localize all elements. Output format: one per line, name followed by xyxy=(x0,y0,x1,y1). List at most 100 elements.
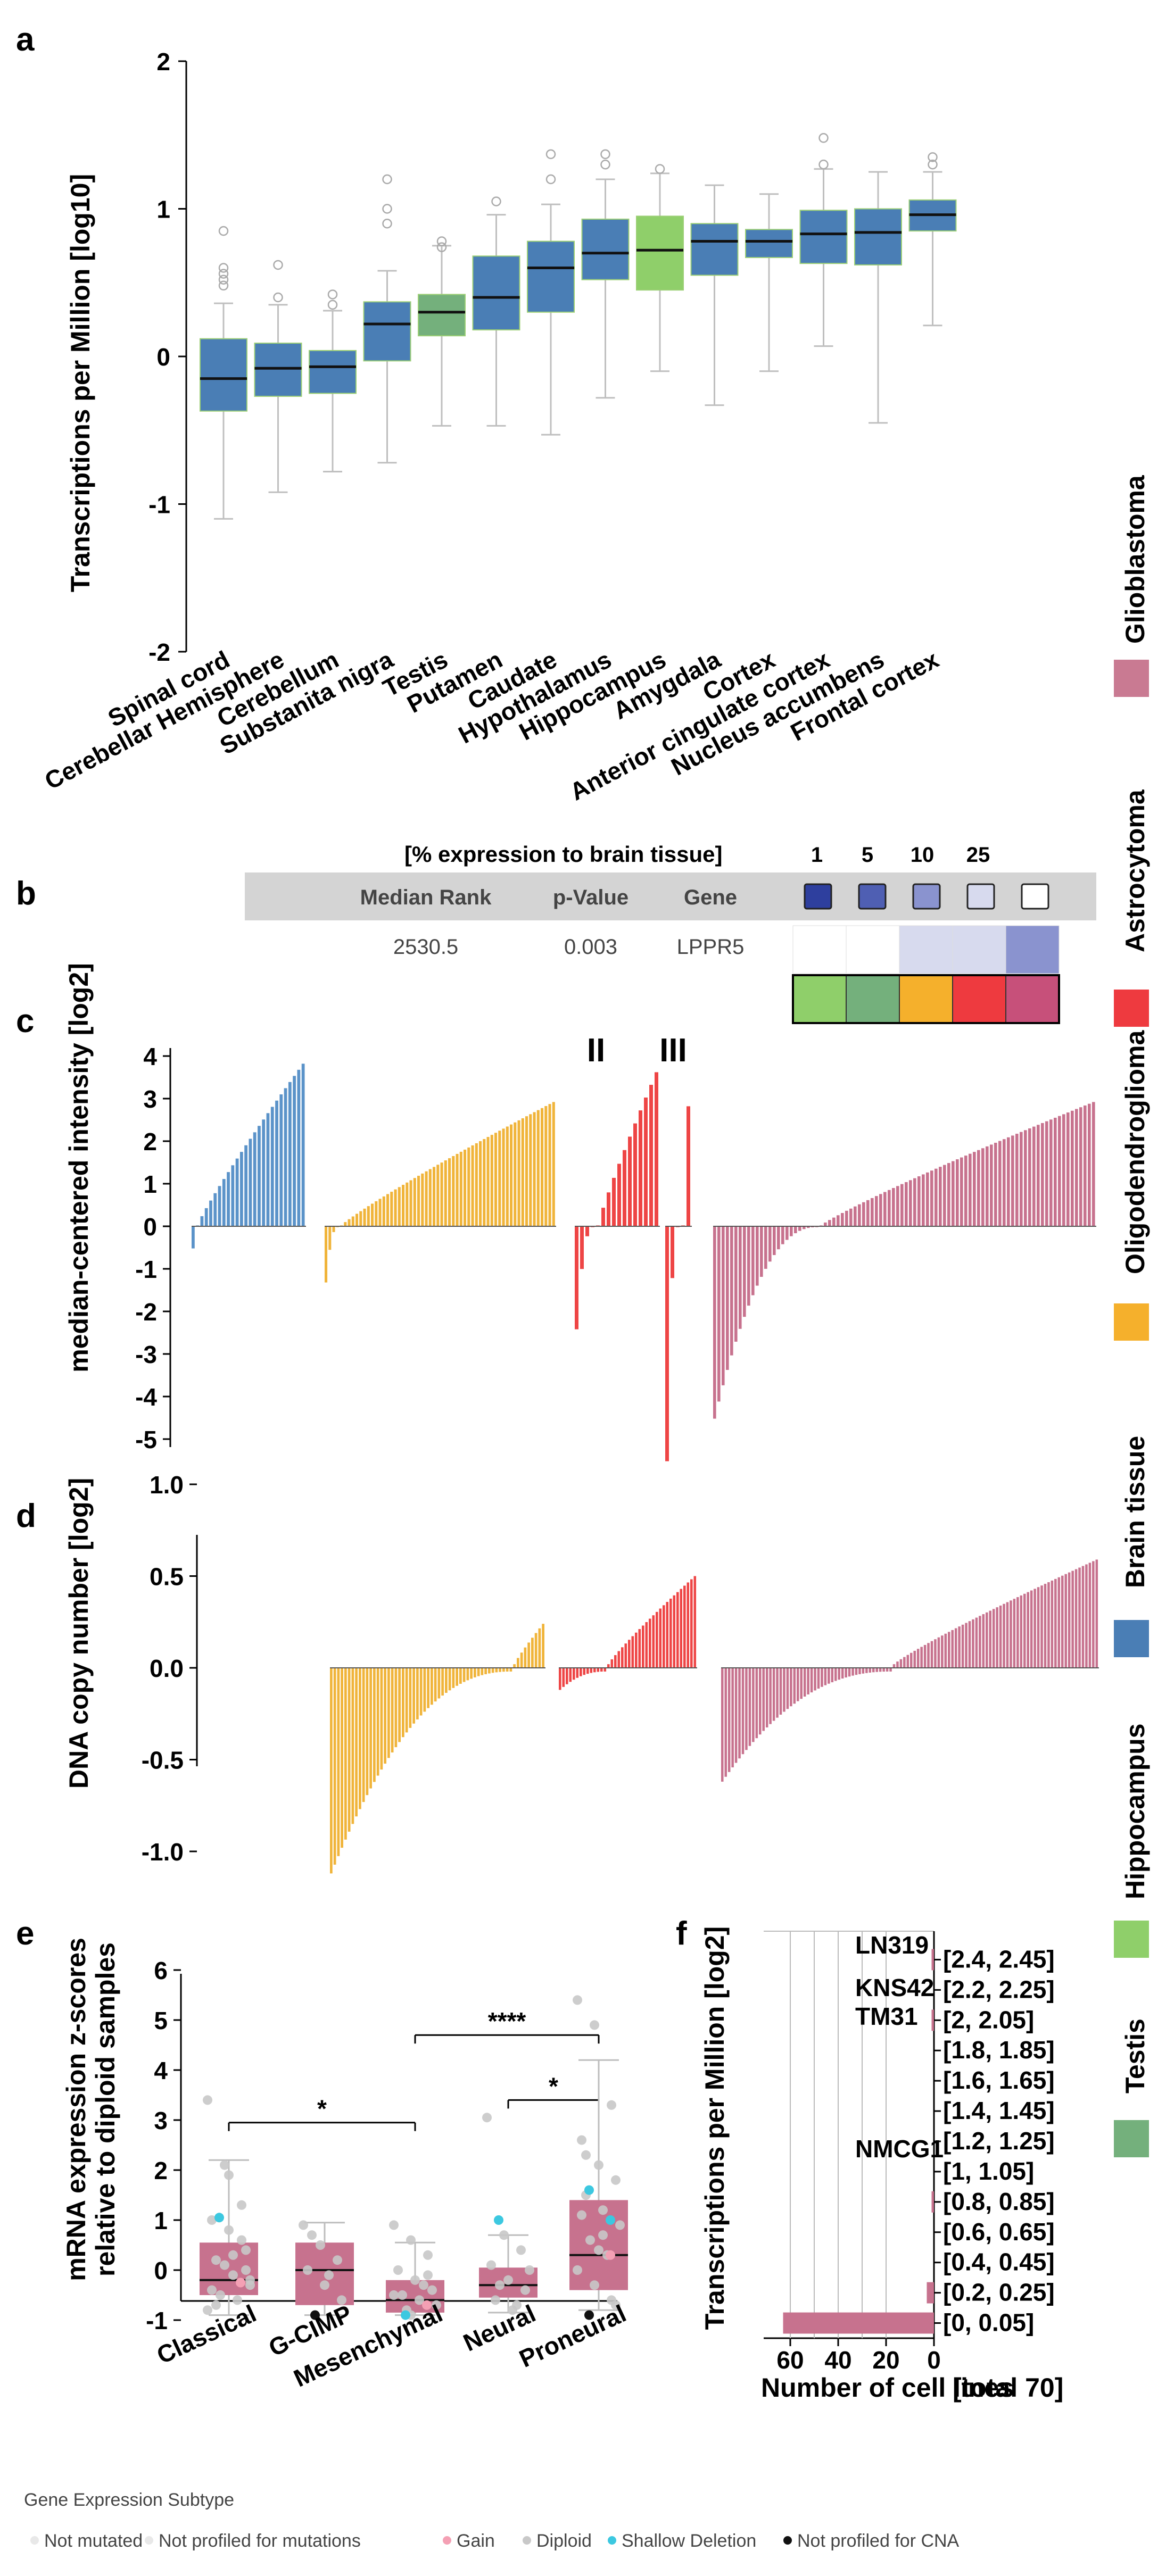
heat-row-border xyxy=(792,974,1060,1024)
panel-b-table: [% expression to brain tissue] 1 5 10 25 Me… xyxy=(245,842,1096,1024)
panel-d-bar xyxy=(673,1595,676,1668)
panel-c-bar xyxy=(585,1226,589,1236)
panel-d-bar xyxy=(373,1668,376,1782)
panel-c-bar xyxy=(998,1141,1002,1226)
panel-d-bar xyxy=(603,1668,607,1672)
panel-c-bar xyxy=(533,1112,536,1226)
panel-c-ytick-label: -2 xyxy=(135,1298,157,1326)
panel-d-bar xyxy=(690,1579,693,1668)
panel-c-bar xyxy=(760,1226,763,1277)
panel-d-bar xyxy=(649,1618,651,1668)
panel-e-ytick-label: 4 xyxy=(154,2057,168,2084)
panel-d-bar xyxy=(652,1615,655,1668)
panel-d-bar xyxy=(896,1661,899,1668)
panel-d-bar xyxy=(666,1602,669,1668)
data-point-highlight xyxy=(401,2310,410,2320)
panel-d-bar xyxy=(427,1668,429,1708)
panel-d-bar xyxy=(834,1668,837,1681)
panel-d-bar xyxy=(369,1668,372,1789)
panel-label-f: f xyxy=(676,1915,687,1952)
panel-c-bar xyxy=(204,1208,208,1226)
panel-d-bar xyxy=(800,1668,803,1699)
panel-c-bar xyxy=(781,1226,784,1244)
data-point xyxy=(573,2265,582,2275)
panel-d-bar xyxy=(481,1668,484,1675)
panel-c-bar xyxy=(1015,1134,1019,1226)
panel-c-bar xyxy=(1071,1110,1074,1226)
data-point-highlight xyxy=(236,2278,245,2288)
panel-c-bar xyxy=(502,1128,505,1226)
panel-d-bar xyxy=(416,1668,419,1719)
panel-d-ytick-label: -0.5 xyxy=(142,1747,184,1774)
panel-d-bar xyxy=(488,1668,491,1674)
panel-d-bar xyxy=(937,1637,940,1668)
box-outlier xyxy=(327,300,338,310)
panel-c-bar xyxy=(803,1226,806,1229)
panel-e-ylabel-line1: mRNA expression z-scores xyxy=(61,1938,91,2281)
box-spinal-cord xyxy=(200,338,247,412)
panel-d-bar xyxy=(741,1668,745,1755)
panel-c-bar xyxy=(421,1173,424,1226)
panel-f-bin-label: [1.2, 1.25] xyxy=(943,2127,1055,2155)
legend-label: Brain tissue xyxy=(1120,1436,1150,1588)
panel-d-bar xyxy=(624,1643,627,1668)
panel-d-bar xyxy=(559,1668,561,1690)
box-outlier xyxy=(491,196,501,206)
panel-c-bar xyxy=(541,1108,544,1226)
data-point xyxy=(299,2220,308,2230)
panel-d-bar xyxy=(776,1668,779,1718)
panel-d-bar xyxy=(1081,1566,1085,1668)
panel-c-ytick-label: -5 xyxy=(135,1426,157,1453)
box-substanita-nigra xyxy=(363,301,411,362)
panel-c-bar xyxy=(633,1123,637,1226)
heat-cell-bottom xyxy=(952,975,1006,1024)
panel-c-bar xyxy=(525,1116,528,1226)
panel-c-bar xyxy=(301,1063,305,1226)
panel-d-bar xyxy=(755,1668,758,1739)
legend-dot xyxy=(145,2536,153,2545)
panel-c-bar xyxy=(325,1226,328,1283)
legend-label: Astrocytoma xyxy=(1120,789,1150,952)
panel-c-bar xyxy=(892,1188,895,1226)
panel-c-bar xyxy=(905,1182,908,1226)
panel-d-bar xyxy=(927,1643,930,1668)
data-point xyxy=(594,2245,603,2255)
panel-d-bar xyxy=(841,1668,844,1679)
panel-c-bar xyxy=(459,1151,462,1226)
data-point xyxy=(581,2150,591,2160)
median-rank-value: 2530.5 xyxy=(393,935,458,959)
panel-c-bar xyxy=(607,1192,610,1226)
panel-c-bar xyxy=(382,1196,385,1226)
legend-label: Not profiled for CNA xyxy=(797,2531,960,2551)
data-point xyxy=(324,2270,334,2280)
data-point xyxy=(303,2265,312,2275)
box-outlier xyxy=(928,152,938,162)
heat-cell-top xyxy=(792,925,847,974)
panel-c-bar xyxy=(409,1180,412,1226)
panel-c-bar xyxy=(510,1124,513,1226)
panel-d-barchart: DNA copy number [log2] 1.0 0.5 0.0 -0.5 -1.0 xyxy=(64,1471,1099,1874)
box-cortex xyxy=(745,229,793,259)
box-anterior-cingulate-cortex xyxy=(799,210,848,264)
panel-c-bar xyxy=(739,1226,742,1329)
gene-link[interactable]: LPPR5 xyxy=(677,935,745,959)
data-point-highlight xyxy=(584,2310,594,2320)
panel-c-bar xyxy=(517,1120,520,1226)
panel-d-bar xyxy=(402,1668,404,1738)
panel-d-bar xyxy=(645,1622,648,1668)
panel-d-bar xyxy=(517,1658,519,1668)
panel-c-bar xyxy=(425,1171,428,1226)
heat-cell-top xyxy=(846,925,900,974)
panel-d-bar xyxy=(513,1664,516,1668)
panel-d-bar xyxy=(923,1644,927,1668)
data-point xyxy=(410,2275,420,2285)
data-point xyxy=(486,2260,496,2270)
panel-c-ytick-label: -1 xyxy=(135,1256,157,1283)
panel-d-bar xyxy=(875,1668,878,1672)
panel-c-bar xyxy=(943,1165,946,1226)
data-point xyxy=(211,2300,221,2310)
data-point xyxy=(406,2235,416,2245)
panel-d-bar xyxy=(452,1668,455,1688)
legend-swatch-testis xyxy=(1114,2120,1149,2157)
col-median-rank: Median Rank xyxy=(360,886,492,909)
